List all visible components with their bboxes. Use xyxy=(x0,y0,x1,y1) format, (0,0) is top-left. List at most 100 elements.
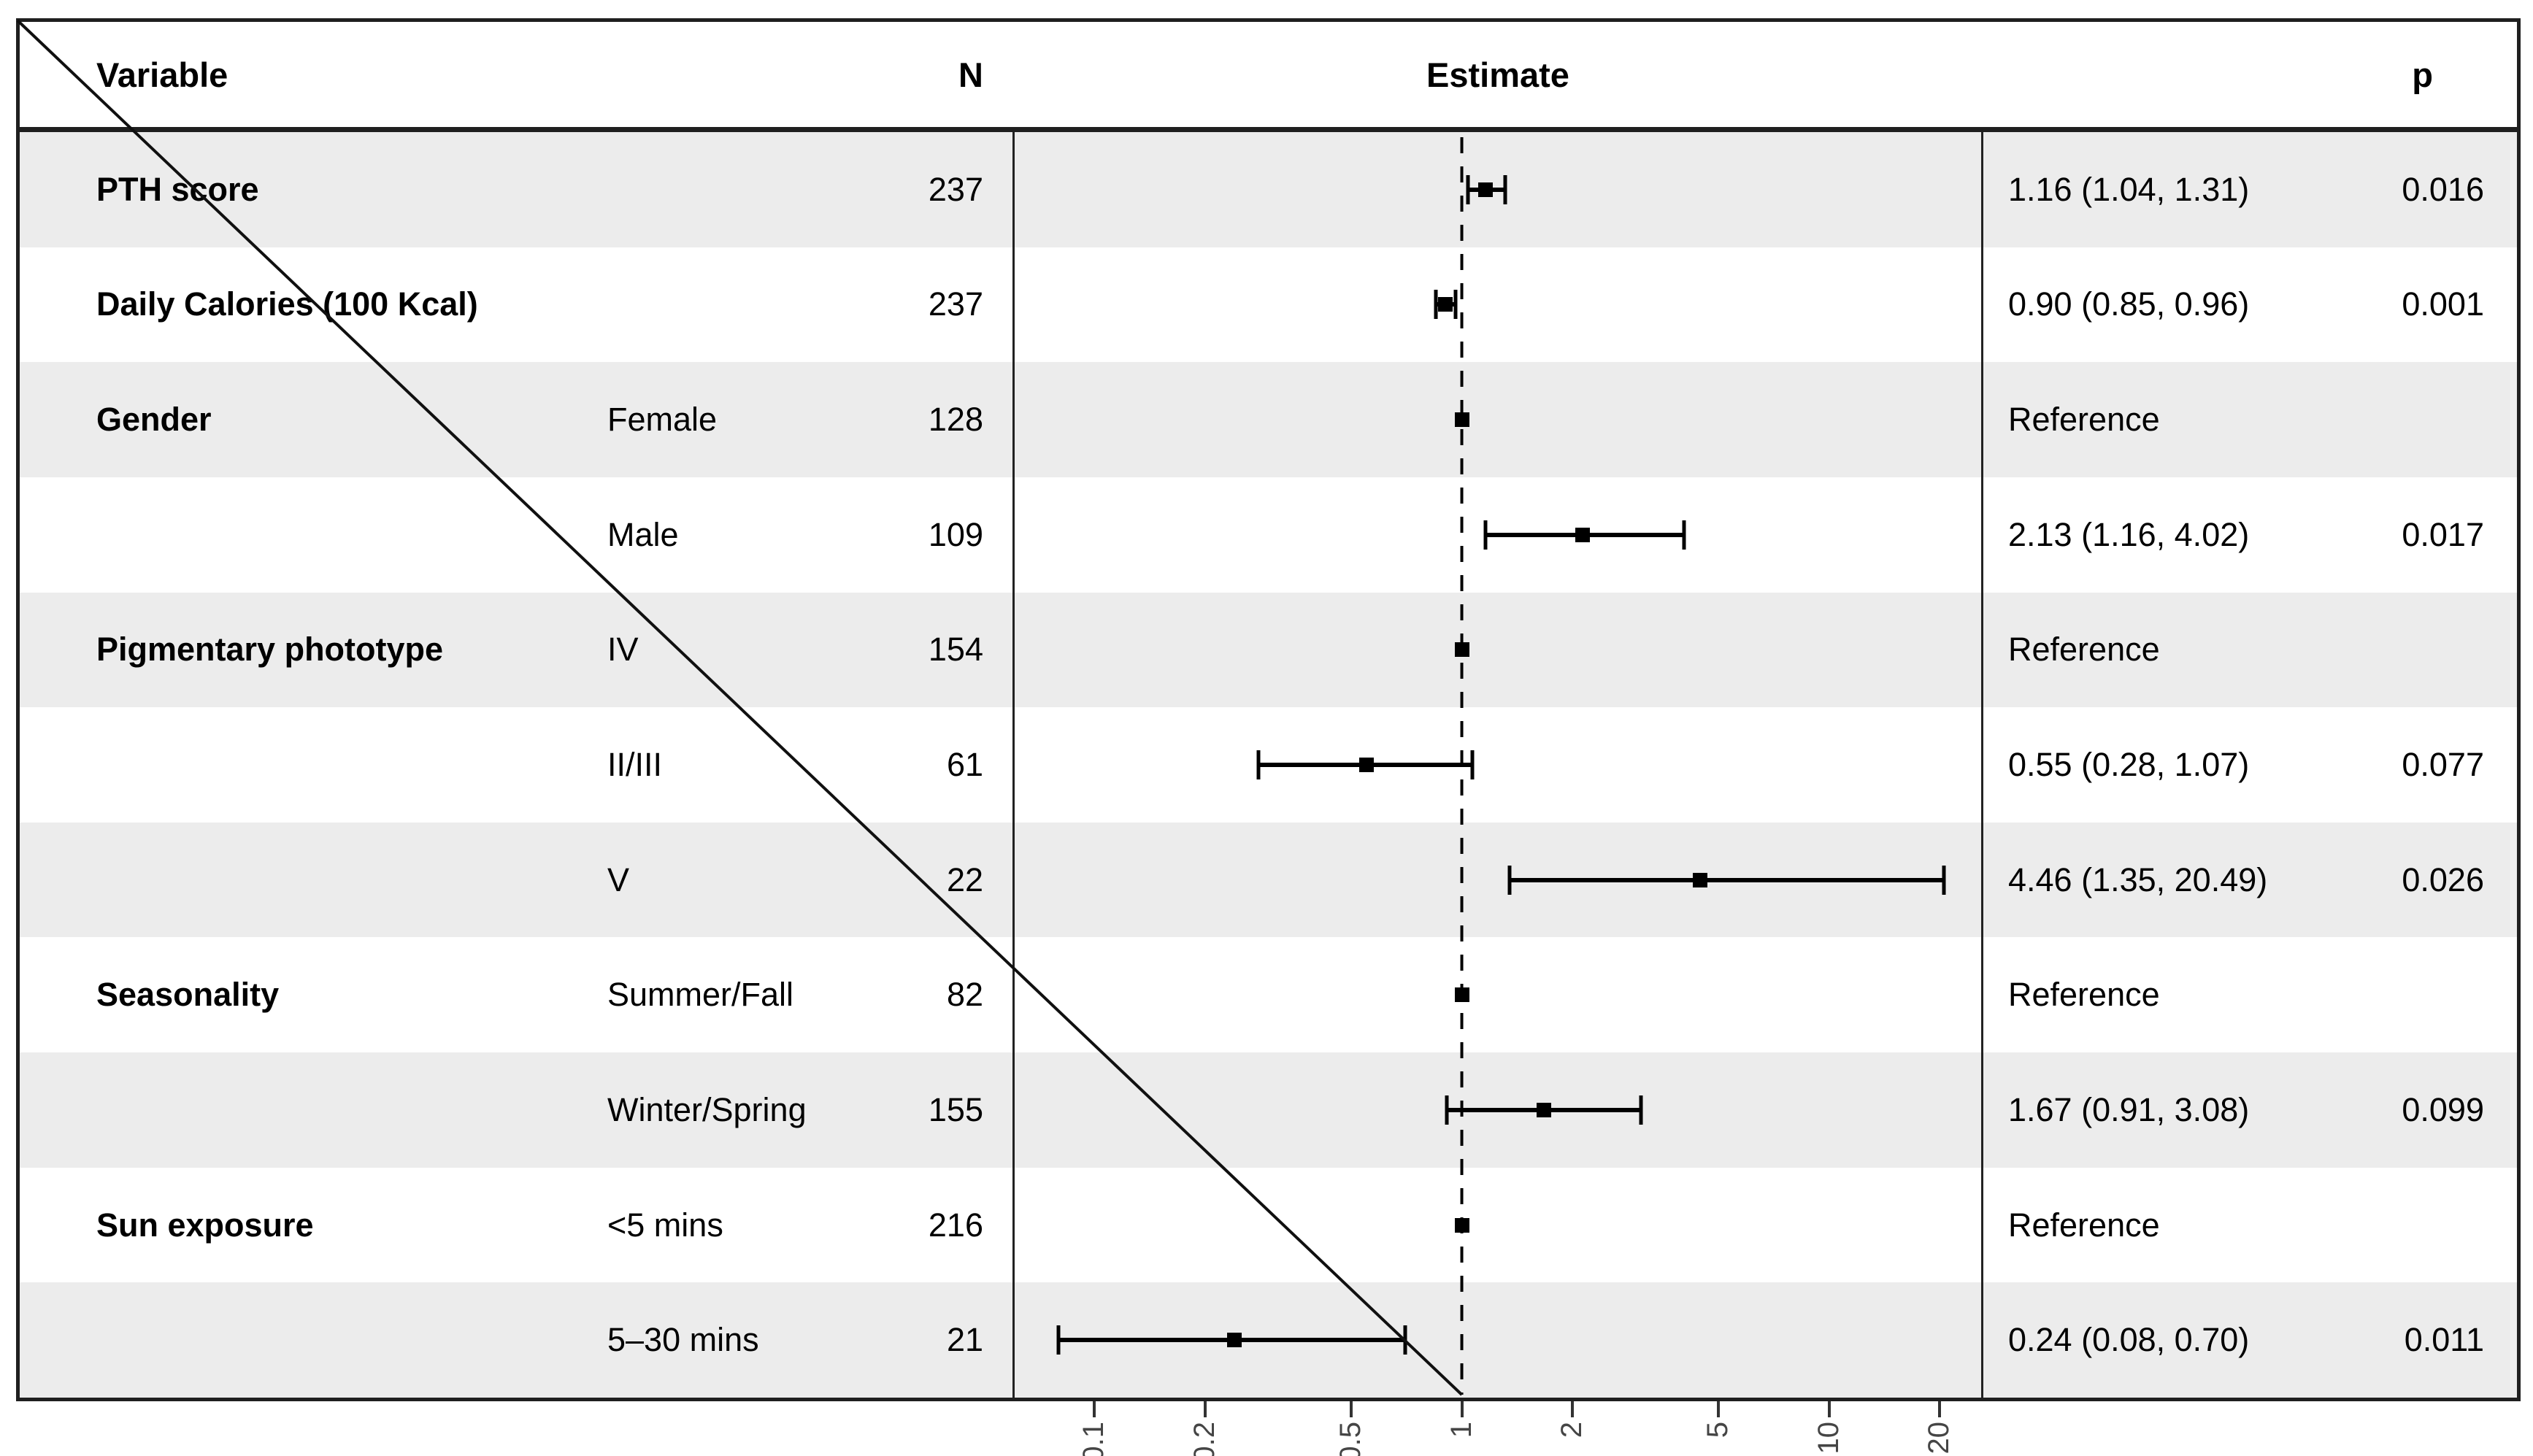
point-estimate-marker xyxy=(1575,527,1590,542)
table-row: Sun exposure <5 mins 216 Reference xyxy=(20,1167,2517,1283)
p-value-text: 0.099 xyxy=(2402,1090,2484,1128)
p-value-text: 0.026 xyxy=(2402,860,2484,898)
estimate-ci-text: Reference xyxy=(2008,401,2160,439)
ci-cap-low xyxy=(1445,1095,1449,1125)
x-axis-tick-label-text: 0.1 xyxy=(1077,1422,1110,1456)
estimate-ci-text: 1.67 (0.91, 3.08) xyxy=(2008,1090,2250,1128)
row-n-value: 109 xyxy=(928,515,983,553)
table-row: II/III 61 0.55 (0.28, 1.07) 0.077 xyxy=(20,707,2517,823)
row-result-cell: 0.90 (0.85, 0.96) 0.001 xyxy=(1983,247,2517,363)
row-variable-label: Daily Calories (100 Kcal) xyxy=(96,285,478,323)
table-row: Daily Calories (100 Kcal) 237 0.90 (0.85, … xyxy=(20,247,2517,363)
point-estimate-marker xyxy=(1454,1217,1469,1233)
row-result-cell: Reference xyxy=(1983,937,2517,1052)
row-n-value: 237 xyxy=(928,285,983,323)
column-header-variable: Variable xyxy=(96,55,228,94)
estimate-ci-text: 1.16 (1.04, 1.31) xyxy=(2008,170,2250,208)
row-plot-cell xyxy=(1012,822,1983,938)
x-axis-tick-label-text: 2 xyxy=(1556,1422,1588,1438)
p-value-text: 0.017 xyxy=(2402,515,2484,553)
ci-cap-high xyxy=(1639,1095,1643,1125)
p-value-text: 0.011 xyxy=(2404,1321,2484,1359)
row-plot-cell xyxy=(1012,937,1983,1053)
ci-cap-high xyxy=(1942,865,1946,895)
forest-table: Variable N Estimate p PTH score 237 1.16 (… xyxy=(16,18,2521,1401)
ci-cap-high xyxy=(1470,750,1475,780)
column-header-n: N xyxy=(958,55,983,94)
row-plot-cell xyxy=(1012,1052,1983,1168)
row-level-label: V xyxy=(607,860,630,898)
estimate-ci-text: Reference xyxy=(2008,976,2160,1014)
row-n-value: 154 xyxy=(928,631,983,669)
row-plot-cell xyxy=(1012,1282,1983,1398)
estimate-ci-text: Reference xyxy=(2008,631,2160,669)
x-axis-tick-label-text: 0.5 xyxy=(1334,1422,1367,1456)
row-result-cell: Reference xyxy=(1983,362,2517,477)
row-plot-cell xyxy=(1012,592,1983,708)
row-result-cell: 1.16 (1.04, 1.31) 0.016 xyxy=(1983,132,2517,247)
ci-cap-high xyxy=(1453,290,1458,320)
ci-line xyxy=(1510,877,1944,882)
row-level-label: Summer/Fall xyxy=(607,976,794,1014)
table-row: Male 109 2.13 (1.16, 4.02) 0.017 xyxy=(20,477,2517,593)
row-result-cell: Reference xyxy=(1983,1168,2517,1283)
row-level-label: IV xyxy=(607,631,639,669)
row-result-cell: 4.46 (1.35, 20.49) 0.026 xyxy=(1983,823,2517,938)
row-level-label: Male xyxy=(607,515,679,553)
x-axis-tick-label-text: 1 xyxy=(1445,1422,1477,1438)
row-plot-cell xyxy=(1012,247,1983,363)
x-axis-tick xyxy=(1203,1401,1207,1417)
x-axis-tick xyxy=(1093,1401,1096,1417)
column-header-estimate: Estimate xyxy=(1426,55,1569,94)
point-estimate-marker xyxy=(1536,1102,1551,1117)
row-result-cell: Reference xyxy=(1983,593,2517,708)
row-variable-label: Gender xyxy=(96,401,212,439)
x-axis-tick xyxy=(1938,1401,1942,1417)
point-estimate-marker xyxy=(1454,987,1469,1003)
table-row: Pigmentary phototype IV 154 Reference xyxy=(20,592,2517,708)
column-header-p: p xyxy=(2412,55,2433,94)
ci-cap-low xyxy=(1256,750,1261,780)
ci-cap-high xyxy=(1403,1325,1407,1355)
x-axis-tick-label-text: 0.2 xyxy=(1188,1422,1221,1456)
point-estimate-marker xyxy=(1454,642,1469,658)
table-rows: PTH score 237 1.16 (1.04, 1.31) 0.016 Daily … xyxy=(20,132,2517,1398)
row-variable-label: Pigmentary phototype xyxy=(96,631,444,669)
p-value-text: 0.001 xyxy=(2402,285,2484,323)
row-result-cell: 0.24 (0.08, 0.70) 0.011 xyxy=(1983,1282,2517,1398)
table-row: Seasonality Summer/Fall 82 Reference xyxy=(20,937,2517,1053)
row-n-value: 22 xyxy=(946,860,983,898)
ci-cap-low xyxy=(1466,174,1470,204)
table-row: Winter/Spring 155 1.67 (0.91, 3.08) 0.099 xyxy=(20,1052,2517,1168)
header-row: Variable N Estimate p xyxy=(20,22,2517,132)
row-variable-label: PTH score xyxy=(96,170,259,208)
estimate-ci-text: 2.13 (1.16, 4.02) xyxy=(2008,515,2250,553)
ci-cap-high xyxy=(1503,174,1507,204)
row-n-value: 216 xyxy=(928,1206,983,1244)
row-result-cell: 1.67 (0.91, 3.08) 0.099 xyxy=(1983,1052,2517,1168)
row-level-label: 5–30 mins xyxy=(607,1321,759,1359)
ci-cap-low xyxy=(1056,1325,1061,1355)
x-axis-tick xyxy=(1571,1401,1575,1417)
ci-cap-low xyxy=(1507,865,1512,895)
row-n-value: 237 xyxy=(928,170,983,208)
row-level-label: II/III xyxy=(607,746,663,784)
x-axis-tick xyxy=(1460,1401,1464,1417)
row-plot-cell xyxy=(1012,477,1983,593)
estimate-ci-text: 4.46 (1.35, 20.49) xyxy=(2008,860,2268,898)
p-value-text: 0.077 xyxy=(2402,746,2484,784)
row-plot-cell xyxy=(1012,707,1983,823)
row-variable-label: Sun exposure xyxy=(96,1206,314,1244)
ci-cap-low xyxy=(1483,520,1488,550)
point-estimate-marker xyxy=(1437,297,1453,312)
row-variable-label: Seasonality xyxy=(96,976,280,1014)
estimate-ci-text: 0.24 (0.08, 0.70) xyxy=(2008,1321,2250,1359)
row-n-value: 82 xyxy=(946,976,983,1014)
p-value-text: 0.016 xyxy=(2402,170,2484,208)
x-axis-tick-label-text: 5 xyxy=(1702,1422,1734,1438)
point-estimate-marker xyxy=(1477,182,1493,197)
ci-cap-high xyxy=(1682,520,1686,550)
row-n-value: 155 xyxy=(928,1090,983,1128)
row-n-value: 128 xyxy=(928,401,983,439)
table-row: Gender Female 128 Reference xyxy=(20,362,2517,477)
